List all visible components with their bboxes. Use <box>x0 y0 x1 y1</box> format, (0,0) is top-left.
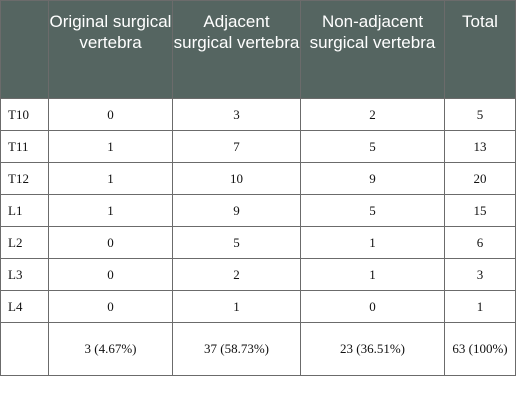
totals-row: 3 (4.67%) 37 (58.73%) 23 (36.51%) 63 (10… <box>0 322 516 376</box>
row-label: T11 <box>0 130 49 163</box>
cell-nonadjacent: 0 <box>300 290 445 323</box>
cell-adjacent: 7 <box>172 130 301 163</box>
cell-total: 3 <box>444 258 516 291</box>
cell-adjacent: 2 <box>172 258 301 291</box>
header-row: Original surgical vertebra Adjacent surg… <box>0 0 516 99</box>
cell-original: 0 <box>48 226 173 259</box>
header-total: Total <box>444 0 516 99</box>
cell-original: 1 <box>48 130 173 163</box>
table-header: Original surgical vertebra Adjacent surg… <box>0 0 516 99</box>
table-row: L4 0 1 0 1 <box>0 290 516 323</box>
cell-original: 0 <box>48 258 173 291</box>
cell-original: 1 <box>48 194 173 227</box>
cell-total: 13 <box>444 130 516 163</box>
cell-nonadjacent: 9 <box>300 162 445 195</box>
cell-original: 0 <box>48 290 173 323</box>
row-label: T12 <box>0 162 49 195</box>
totals-label <box>0 322 49 376</box>
cell-nonadjacent: 5 <box>300 194 445 227</box>
data-table: Original surgical vertebra Adjacent surg… <box>0 0 516 376</box>
cell-total: 15 <box>444 194 516 227</box>
cell-adjacent: 5 <box>172 226 301 259</box>
row-label: T10 <box>0 98 49 131</box>
cell-nonadjacent: 1 <box>300 226 445 259</box>
table-row: L3 0 2 1 3 <box>0 258 516 291</box>
table-body: T10 0 3 2 5 T11 1 7 5 13 T12 1 10 9 20 L… <box>0 98 516 376</box>
cell-adjacent: 3 <box>172 98 301 131</box>
table-row: L1 1 9 5 15 <box>0 194 516 227</box>
cell-adjacent: 9 <box>172 194 301 227</box>
row-label: L4 <box>0 290 49 323</box>
table-row: L2 0 5 1 6 <box>0 226 516 259</box>
cell-total: 20 <box>444 162 516 195</box>
row-label: L1 <box>0 194 49 227</box>
cell-total: 1 <box>444 290 516 323</box>
cell-total: 6 <box>444 226 516 259</box>
cell-adjacent: 1 <box>172 290 301 323</box>
total-adjacent: 37 (58.73%) <box>172 322 301 376</box>
table-row: T11 1 7 5 13 <box>0 130 516 163</box>
cell-adjacent: 10 <box>172 162 301 195</box>
total-original: 3 (4.67%) <box>48 322 173 376</box>
header-original: Original surgical vertebra <box>48 0 173 99</box>
header-stub <box>0 0 49 99</box>
cell-nonadjacent: 1 <box>300 258 445 291</box>
cell-original: 1 <box>48 162 173 195</box>
cell-nonadjacent: 5 <box>300 130 445 163</box>
table-row: T12 1 10 9 20 <box>0 162 516 195</box>
cell-nonadjacent: 2 <box>300 98 445 131</box>
cell-original: 0 <box>48 98 173 131</box>
table-row: T10 0 3 2 5 <box>0 98 516 131</box>
row-label: L2 <box>0 226 49 259</box>
row-label: L3 <box>0 258 49 291</box>
cell-total: 5 <box>444 98 516 131</box>
total-nonadjacent: 23 (36.51%) <box>300 322 445 376</box>
grand-total: 63 (100%) <box>444 322 516 376</box>
header-nonadjacent: Non-adjacent surgical vertebra <box>300 0 445 99</box>
header-adjacent: Adjacent surgical vertebra <box>172 0 301 99</box>
